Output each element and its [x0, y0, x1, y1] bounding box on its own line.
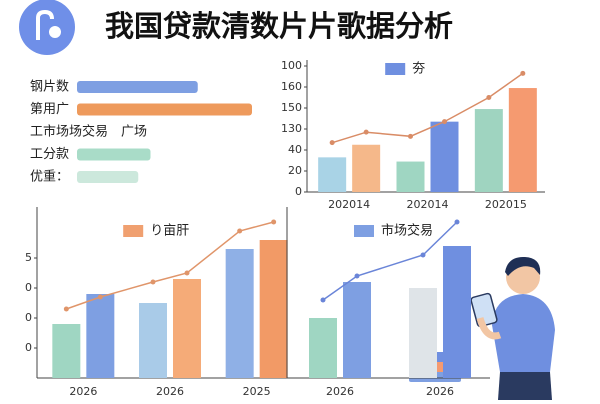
y-tick-label: 130: [281, 122, 302, 135]
line-point: [184, 270, 190, 276]
legend-swatch: [385, 63, 406, 75]
line: [66, 221, 274, 310]
y-tick-label: 40: [288, 143, 302, 156]
line-point: [329, 140, 335, 146]
line-point: [237, 228, 243, 234]
bar: [77, 81, 198, 93]
bar: [309, 318, 337, 378]
legend-label: 市场交易: [381, 223, 433, 239]
x-tick-label: 2026: [326, 385, 354, 398]
line-point: [520, 70, 526, 76]
line-point: [354, 273, 360, 279]
category-label: 第用广: [30, 102, 69, 117]
logo-icon: [36, 9, 54, 40]
line-point: [420, 252, 426, 258]
y-tick-label: 20: [288, 164, 302, 177]
legend-swatch: [354, 225, 374, 237]
x-tick-label: 2026: [156, 385, 184, 398]
y-tick-label: 0: [295, 185, 302, 198]
x-tick-label: 202015: [485, 198, 527, 211]
title: 我国贷款清数片片歌据分析: [105, 9, 453, 43]
line: [322, 221, 458, 301]
y-tick-label: 100: [281, 59, 302, 72]
x-tick-label: 2026: [69, 385, 97, 398]
bar: [77, 148, 151, 161]
y-tick-label: 5: [25, 251, 32, 264]
legend-swatch: [123, 225, 144, 237]
bar: [173, 279, 201, 378]
category-label: 工分款: [30, 147, 69, 162]
y-tick-label: 0: [25, 311, 32, 324]
line-point: [454, 219, 460, 225]
x-tick-label: 202014: [407, 198, 449, 211]
y-tick-label: 0: [25, 341, 32, 354]
line-point: [442, 119, 447, 125]
logo: [19, 0, 75, 55]
logo-dot: [49, 26, 61, 38]
bar: [225, 249, 254, 378]
line-point: [320, 297, 326, 303]
bar: [474, 109, 503, 192]
bar: [318, 157, 347, 192]
legend-label: り亩肝: [150, 223, 189, 239]
bar: [139, 303, 167, 378]
y-tick-label: 0: [25, 281, 32, 294]
y-tick-label: 150: [281, 101, 302, 114]
line: [331, 72, 524, 144]
category-label: 工市场场交易 广场: [30, 124, 147, 140]
bar: [77, 171, 139, 183]
y-tick-label: 160: [281, 80, 302, 93]
bar: [396, 161, 425, 192]
category-label: 优重：: [30, 169, 69, 185]
bar: [430, 121, 459, 192]
bar: [343, 282, 371, 378]
bar: [259, 240, 288, 378]
x-tick-label: 202014: [328, 198, 370, 211]
legend-label: 夯: [412, 62, 425, 77]
line-point: [150, 279, 156, 285]
line-point: [408, 133, 413, 139]
bar: [86, 294, 115, 378]
line-point: [63, 306, 69, 312]
x-tick-label: 2026: [426, 385, 454, 398]
line-point: [363, 129, 369, 135]
bar: [409, 288, 437, 378]
line-point: [486, 95, 492, 100]
bar: [508, 88, 537, 192]
bar: [443, 246, 471, 378]
category-label: 钢片数: [30, 80, 69, 95]
line-point: [271, 219, 277, 225]
bar: [352, 144, 381, 192]
bar: [52, 324, 81, 378]
line-point: [97, 294, 103, 300]
x-tick-label: 2025: [243, 385, 271, 398]
bar: [77, 103, 252, 116]
